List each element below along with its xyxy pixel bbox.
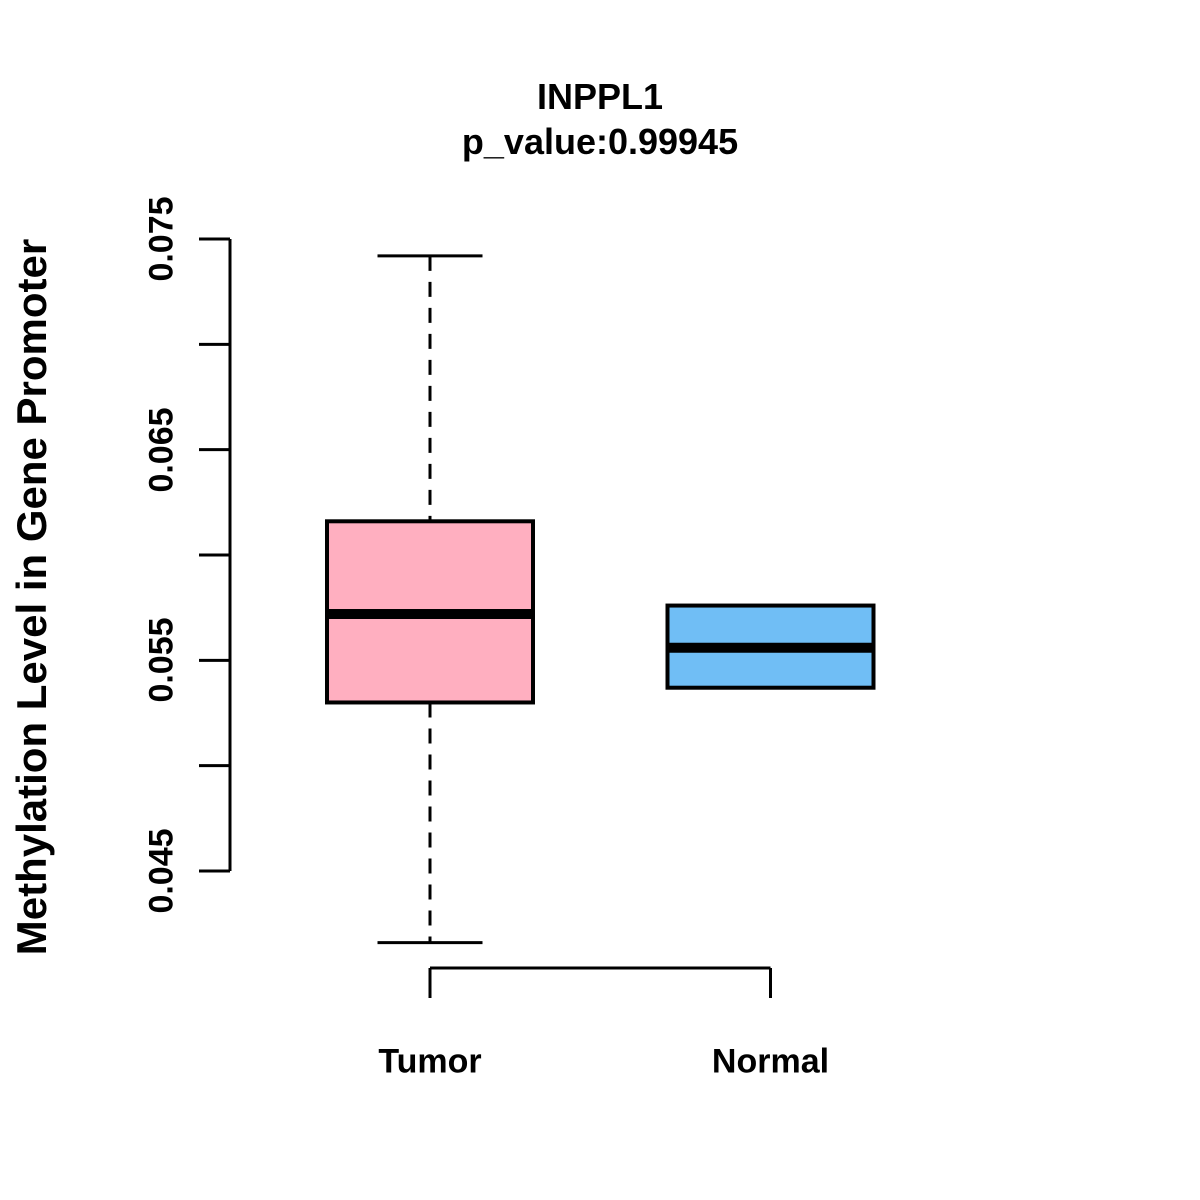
chart-title: INPPL1 bbox=[536, 76, 664, 117]
x-group-label-normal: Normal bbox=[711, 1042, 830, 1081]
chart-subtitle: p_value:0.99945 bbox=[461, 121, 739, 162]
y-axis-label: Methylation Level in Gene Promoter bbox=[8, 238, 55, 956]
y-tick-label: 0.055 bbox=[142, 617, 181, 703]
y-tick-label: 0.045 bbox=[142, 828, 181, 914]
x-group-label-tumor: Tumor bbox=[378, 1042, 482, 1081]
y-tick-label: 0.075 bbox=[142, 196, 181, 282]
y-tick-label: 0.065 bbox=[142, 407, 181, 493]
